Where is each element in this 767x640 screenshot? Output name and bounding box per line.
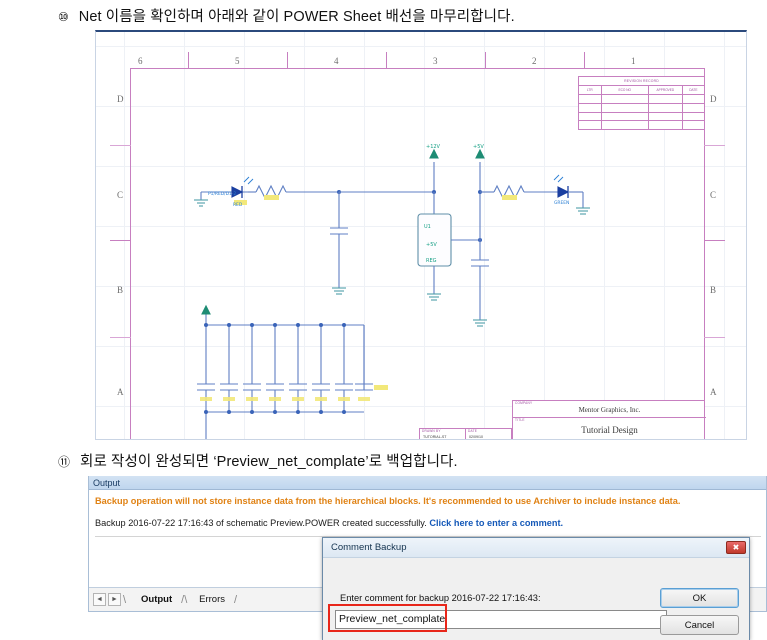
dialog-title: Comment Backup (331, 542, 407, 553)
ok-button[interactable]: OK (660, 588, 739, 608)
row-label-B: B (117, 285, 124, 295)
drawn-tag: DRAWN BY (422, 429, 441, 433)
revision-table-title: REVISION RECORD (579, 77, 704, 86)
svg-text:RED: RED (233, 202, 243, 208)
rev-hdr-approved: APPROVED (649, 86, 683, 94)
step-11-text: 회로 작성이 완성되면 ‘Preview_net_complate’로 백업합니… (80, 454, 458, 470)
col-label-4: 4 (334, 56, 339, 66)
step-11-number: ⑪ (58, 455, 71, 469)
table-row (579, 95, 704, 104)
comment-field-label: Enter comment for backup 2016-07-22 17:1… (340, 593, 541, 603)
svg-text:GREEN: GREEN (554, 200, 569, 206)
row-label-B-right: B (710, 285, 717, 295)
rev-hdr-date: DATE (689, 88, 698, 92)
table-row (579, 112, 704, 122)
title-block: COMPANY Mentor Graphics, Inc. TITLE Tuto… (512, 400, 706, 439)
row-label-A: A (117, 387, 124, 397)
col-label-1: 1 (631, 56, 636, 66)
revision-table-header: LTR ECO NO APPROVED DATE (579, 86, 704, 95)
schematic-canvas[interactable]: 6 5 4 3 2 1 D C B A D C B A REVISION REC… (95, 30, 747, 440)
drawn-value: TUTORIAL-ST (423, 435, 447, 439)
row-label-D: D (117, 94, 124, 104)
tab-nav-prev-icon[interactable]: ◄ (93, 593, 106, 606)
revision-record-table: REVISION RECORD LTR ECO NO APPROVED DATE (578, 76, 705, 130)
date-tag: DATE (468, 429, 478, 433)
col-label-5: 5 (235, 56, 240, 66)
title-tag: TITLE (515, 418, 525, 422)
svg-text:REG: REG (426, 258, 437, 264)
drawn-info-block: DRAWN BY TUTORIAL-ST DATE 02/09/10 CHECK… (419, 428, 512, 439)
comment-input[interactable] (335, 609, 667, 629)
tab-output[interactable]: Output (141, 594, 173, 605)
close-icon[interactable]: ✖ (726, 541, 746, 554)
tab-separator-right: / (234, 593, 238, 606)
row-label-D-right: D (710, 94, 717, 104)
dialog-body: Enter comment for backup 2016-07-22 17:1… (323, 558, 749, 640)
company-value: Mentor Graphics, Inc. (578, 406, 641, 414)
net-label-5v: +5V (473, 144, 484, 150)
output-warning-message: Backup operation will not store instance… (95, 496, 681, 506)
tab-separator-mid: /\ (181, 593, 188, 606)
col-label-2: 2 (532, 56, 537, 66)
output-success-message: Backup 2016-07-22 17:16:43 of schematic … (95, 518, 563, 528)
col-label-6: 6 (138, 56, 143, 66)
row-label-C-right: C (710, 190, 717, 200)
tab-errors[interactable]: Errors (199, 594, 226, 605)
rev-hdr-eco: ECO NO (602, 86, 649, 94)
svg-text:+5V: +5V (426, 242, 437, 248)
dialog-titlebar: Comment Backup ✖ (323, 538, 749, 558)
enter-comment-link[interactable]: Click here to enter a comment. (429, 518, 564, 528)
step-10-text: Net 이름을 확인하며 아래와 같이 POWER Sheet 배선을 마무리합… (78, 9, 515, 25)
title-block-title-cell: TITLE Tutorial Design (513, 418, 706, 439)
cancel-button[interactable]: Cancel (660, 615, 739, 635)
title-value: Tutorial Design (581, 425, 638, 435)
tab-nav-next-icon[interactable]: ► (108, 593, 121, 606)
output-panel-header: Output (89, 476, 766, 490)
col-label-3: 3 (433, 56, 438, 66)
step-10: ⑩ Net 이름을 확인하며 아래와 같이 POWER Sheet 배선을 마무… (58, 5, 515, 26)
comment-backup-dialog[interactable]: Comment Backup ✖ Enter comment for backu… (322, 537, 750, 640)
net-label-12v: +12V (426, 144, 441, 150)
rev-hdr-ltr: LTR (579, 86, 602, 94)
circuit-drawing: +12V +5V U1 +5V REG P1/RED/D1-2 GREEN RE… (194, 144, 590, 439)
svg-text:U1: U1 (424, 224, 431, 230)
company-tag: COMPANY (515, 401, 533, 405)
table-row (579, 121, 704, 129)
date-value: 02/09/10 (469, 435, 483, 439)
svg-text:P1/RED/D1-2: P1/RED/D1-2 (208, 191, 236, 197)
table-row (579, 103, 704, 113)
title-block-company-cell: COMPANY Mentor Graphics, Inc. (513, 401, 706, 418)
step-10-number: ⑩ (58, 10, 69, 24)
tab-separator-left: \ (123, 593, 127, 606)
comment-input-wrapper (335, 609, 667, 629)
step-11: ⑪ 회로 작성이 완성되면 ‘Preview_net_complate’로 백업… (58, 450, 458, 471)
output-panel-title: Output (93, 477, 121, 488)
row-label-C: C (117, 190, 124, 200)
output-message-text: Backup 2016-07-22 17:16:43 of schematic … (95, 518, 427, 528)
row-label-A-right: A (710, 387, 717, 397)
